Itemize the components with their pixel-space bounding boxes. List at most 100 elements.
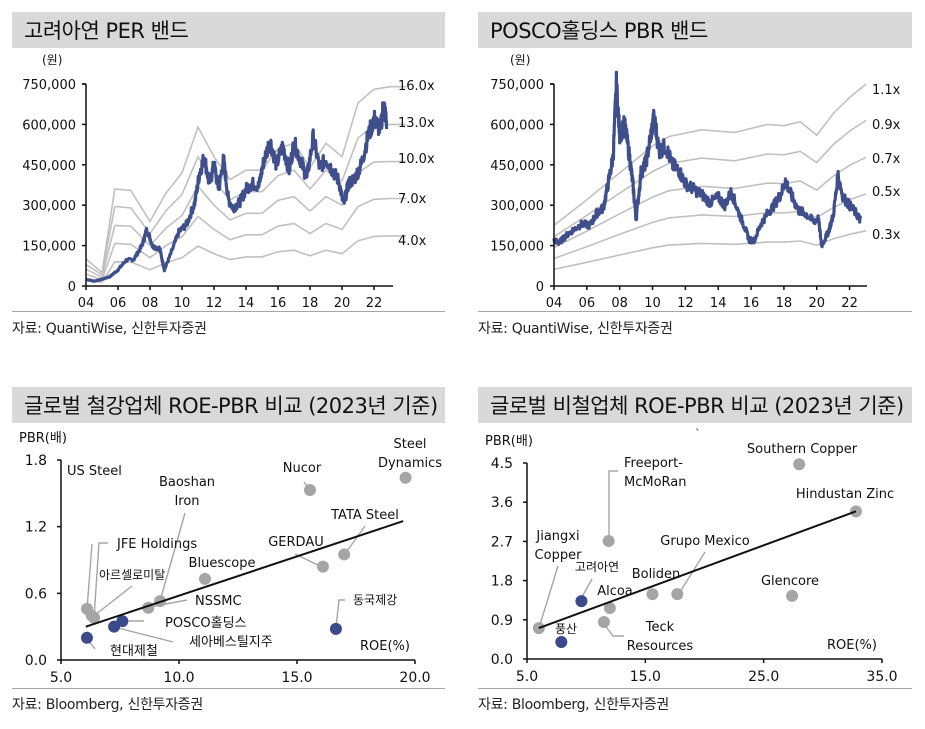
x-axis-title: ROE(%) (827, 638, 877, 653)
y-tick-label: 600,000 (22, 118, 76, 133)
y-tick-label: 0.6 (25, 586, 47, 602)
x-tick-label: 08 (611, 296, 628, 311)
scatter-point (338, 548, 351, 561)
band-label: 4.0x (398, 234, 427, 249)
x-tick-label: 04 (546, 296, 563, 311)
x-tick-label: 22 (366, 296, 383, 311)
y-tick-label: 4.5 (491, 456, 513, 472)
nonferrous-roe-pbr-title: 글로벌 비철업체 ROE-PBR 비교 (2023년 기준) (478, 387, 912, 423)
scatter-point (671, 588, 684, 601)
x-tick-label: 25.0 (748, 669, 779, 685)
y-tick-label: 450,000 (490, 159, 544, 174)
scatter-point (646, 588, 659, 601)
band-label: 16.0x (398, 79, 435, 94)
band-label: 1.1x (872, 83, 901, 98)
x-axis-title: ROE(%) (360, 639, 410, 654)
y-tick-label: 0.0 (25, 653, 47, 669)
scatter-point (575, 595, 588, 608)
band-line (553, 156, 867, 249)
point-label-freeport: Freeport- (624, 456, 683, 471)
point-label-grupo: Grupo Mexico (660, 534, 749, 549)
point-label-arcelor: 아르셀로미탈 (99, 568, 165, 582)
divider (478, 311, 912, 312)
band-label: 0.9x (872, 118, 901, 133)
point-label-teck: Teck (645, 620, 675, 635)
point-label-posco: POSCO홀딩스 (165, 616, 247, 631)
leader-line (117, 627, 174, 643)
scatter-point (555, 636, 568, 649)
band-label: 13.0x (398, 116, 435, 131)
x-tick-label: 06 (579, 296, 596, 311)
x-tick-label: 16 (743, 296, 760, 311)
band-line (85, 235, 406, 284)
y-tick-label: 2.7 (491, 534, 513, 550)
x-tick-label: 20 (334, 296, 351, 311)
leader-line (159, 512, 186, 602)
x-tick-label: 08 (142, 296, 159, 311)
y-tick-label: 3.6 (491, 495, 513, 511)
scatter-point (602, 534, 615, 547)
leader-line (538, 565, 559, 629)
point-label-seah: 세아베스틸지주 (189, 635, 273, 650)
source-note: 자료: Bloomberg, 신한투자증권 (478, 697, 669, 713)
x-tick-label: 20.0 (399, 670, 430, 686)
x-tick-label: 20 (808, 296, 825, 311)
point-label-hyundai: 현대제철 (110, 644, 158, 659)
scatter-point (198, 572, 211, 585)
band-line (85, 85, 406, 275)
leader-line (93, 542, 108, 619)
point-label-jiangxi: Copper (535, 548, 583, 563)
x-tick-label: 14 (710, 296, 727, 311)
scatter-point (316, 560, 329, 573)
x-tick-label: 06 (110, 296, 127, 311)
point-label-baoshan: Baoshan (159, 475, 215, 490)
y-tick-label: 150,000 (490, 240, 544, 255)
band-label: 10.0x (398, 152, 435, 167)
band-label: 0.5x (872, 185, 901, 200)
point-label-nssmc: NSSMC (195, 594, 242, 609)
y-tick-label: 300,000 (22, 199, 76, 214)
point-label-teck: Resources (627, 639, 694, 654)
x-tick-label: 10.0 (163, 670, 194, 686)
steel-roe-pbr-title: 글로벌 철강업체 ROE-PBR 비교 (2023년 기준) (12, 387, 445, 423)
band-line (85, 197, 406, 281)
x-tick-label: 22 (841, 296, 858, 311)
x-tick-label: 14 (238, 296, 255, 311)
unit-label: (원) (42, 53, 62, 67)
point-label-gerdau: GERDAU (268, 535, 324, 550)
y-tick-label: 450,000 (22, 159, 76, 174)
x-tick-label: 16 (270, 296, 287, 311)
y-tick-label: 150,000 (22, 240, 76, 255)
price-line (85, 101, 389, 283)
scatter-point (85, 609, 98, 622)
stray-mark: ` (695, 427, 701, 440)
point-label-jfe: JFE Holdings (116, 537, 197, 552)
point-label-boliden: Boliden (632, 567, 681, 582)
leader-line (94, 585, 133, 616)
divider (12, 311, 445, 312)
y-tick-label: 0 (536, 280, 544, 295)
x-tick-label: 10 (174, 296, 191, 311)
point-label-dongkuk: 동국제강 (353, 593, 397, 607)
leader-line (344, 525, 366, 555)
x-tick-label: 04 (78, 296, 95, 311)
x-tick-label: 5.0 (50, 670, 72, 686)
point-label-nucor: Nucor (283, 461, 322, 476)
scatter-point (603, 602, 616, 615)
trendline (85, 520, 404, 628)
point-label-freeport: McMoRan (624, 475, 687, 490)
y-axis-title: PBR(배) (19, 431, 67, 446)
point-label-glencore: Glencore (761, 574, 819, 589)
point-label-koreazinc: 고려아연 (575, 560, 619, 574)
leader-line (335, 599, 345, 628)
leader-line (86, 543, 93, 610)
trendline (538, 510, 857, 630)
leader-line (608, 470, 618, 541)
scatter-point (303, 484, 316, 496)
band-line (553, 83, 867, 227)
y-tick-label: 750,000 (490, 78, 544, 93)
point-label-poongsan: 풍산 (555, 622, 577, 636)
band-label: 0.7x (872, 152, 901, 167)
y-tick-label: 1.8 (491, 574, 513, 590)
